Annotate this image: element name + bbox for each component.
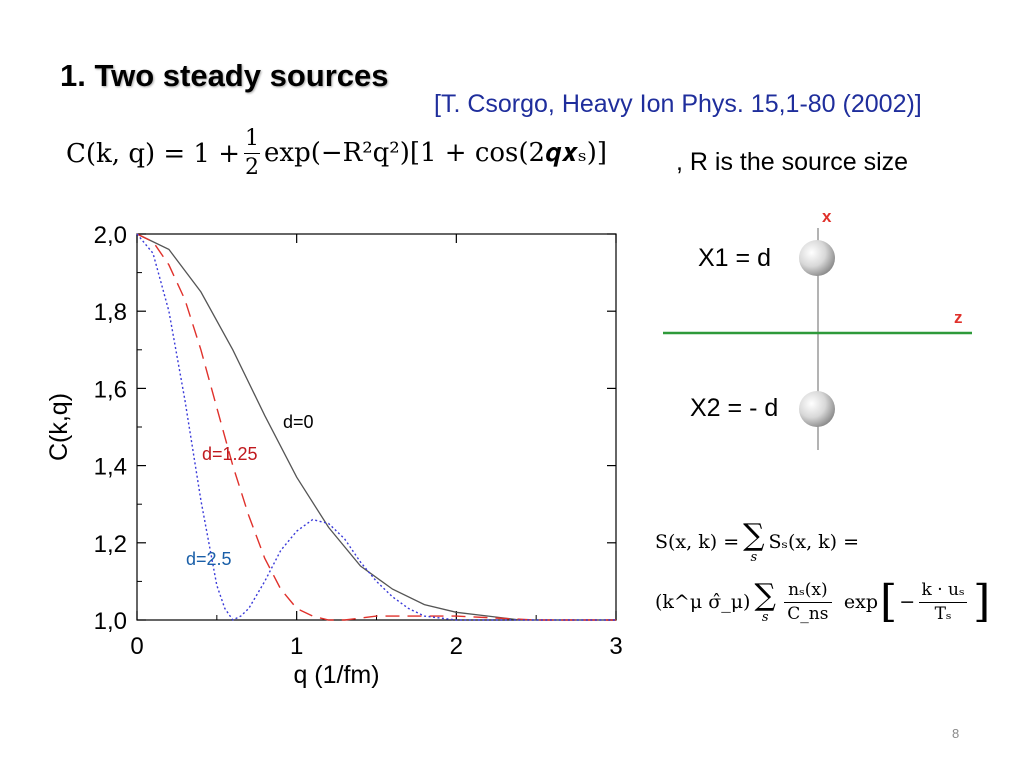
density-fraction: nₛ(x) C_ns (783, 581, 832, 623)
formula-s-line-1: S(x, k) = ∑ s Sₛ(x, k) = (655, 512, 992, 572)
axis-x-label: x (822, 207, 832, 226)
fraction-denominator: 2 (245, 155, 260, 180)
formula-fraction: 1 2 (244, 126, 261, 180)
y-tick-label: 1,8 (94, 299, 127, 326)
x1-label: X1 = d (698, 244, 771, 272)
series-annotation-1: d=0 (283, 412, 314, 432)
x-tick-label: 1 (290, 633, 303, 660)
sum-symbol-2: ∑ s (754, 577, 776, 625)
x2-label: X2 = - d (690, 394, 779, 422)
correlation-chart: 0 1 2 3 1,0 1,2 1,4 1,6 1,8 2,0 q (1/fm) C(k,q) d=0 d… (45, 222, 623, 689)
formula-s-lhs: S(x, k) = (655, 531, 740, 553)
series-line-1 (136, 233, 616, 621)
y-axis-label: C(k,q) (45, 393, 73, 461)
formula-lhs: C(k, q) = 1 + (66, 138, 241, 169)
formula-rhs: exp(−R²q²)[1 + cos(2𝒒𝒙ₛ)] (264, 138, 608, 168)
x-tick-label: 3 (609, 633, 622, 660)
sum-symbol-1: ∑ s (743, 517, 765, 565)
boltzmann-fraction: k · uₛ Tₛ (919, 581, 968, 623)
series-annotation-2: d=1.25 (202, 444, 258, 464)
x-tick-label: 2 (450, 633, 463, 660)
page-number: 8 (952, 726, 960, 741)
formula-s-prefix: (k^μ σ̂_μ) (655, 591, 751, 613)
formula-note: , R is the source size (676, 148, 909, 176)
series-line-2 (136, 233, 616, 621)
series-annotation-3: d=2.5 (186, 549, 232, 569)
emission-formula: S(x, k) = ∑ s Sₛ(x, k) = (k^μ σ̂_μ) ∑ s … (655, 512, 992, 632)
series-line-3 (136, 233, 616, 621)
source-sphere-1 (799, 240, 835, 276)
formula-s-term: Sₛ(x, k) = (768, 531, 860, 553)
formula-s-line-2: (k^μ σ̂_μ) ∑ s nₛ(x) C_ns exp [ − k · uₛ… (655, 572, 992, 632)
slide-title: 1. Two steady sources (60, 58, 389, 94)
exp-function: exp (843, 591, 879, 613)
x-axis-label: q (1/fm) (293, 661, 379, 689)
source-diagram (663, 228, 972, 450)
title-text: Two steady sources (94, 58, 389, 93)
bracket-close: ] (973, 576, 991, 627)
bracket-open: [ (880, 576, 898, 627)
reference-citation: [T. Csorgo, Heavy Ion Phys. 15,1-80 (200… (434, 90, 922, 118)
y-tick-label: 1,4 (94, 454, 127, 481)
y-tick-label: 1,0 (94, 608, 127, 635)
fraction-numerator: 1 (245, 126, 260, 151)
y-tick-label: 1,6 (94, 376, 127, 403)
source-sphere-2 (799, 391, 835, 427)
fraction-bar (244, 153, 261, 154)
minus-sign: − (899, 591, 916, 613)
correlation-formula: C(k, q) = 1 + 1 2 exp(−R²q²)[1 + cos(2𝒒𝒙… (66, 128, 607, 179)
y-tick-label: 2,0 (94, 222, 127, 249)
axis-z-label: z (954, 308, 963, 327)
x-tick-label: 0 (130, 633, 143, 660)
title-number: 1. (60, 58, 95, 93)
y-tick-label: 1,2 (94, 531, 127, 558)
